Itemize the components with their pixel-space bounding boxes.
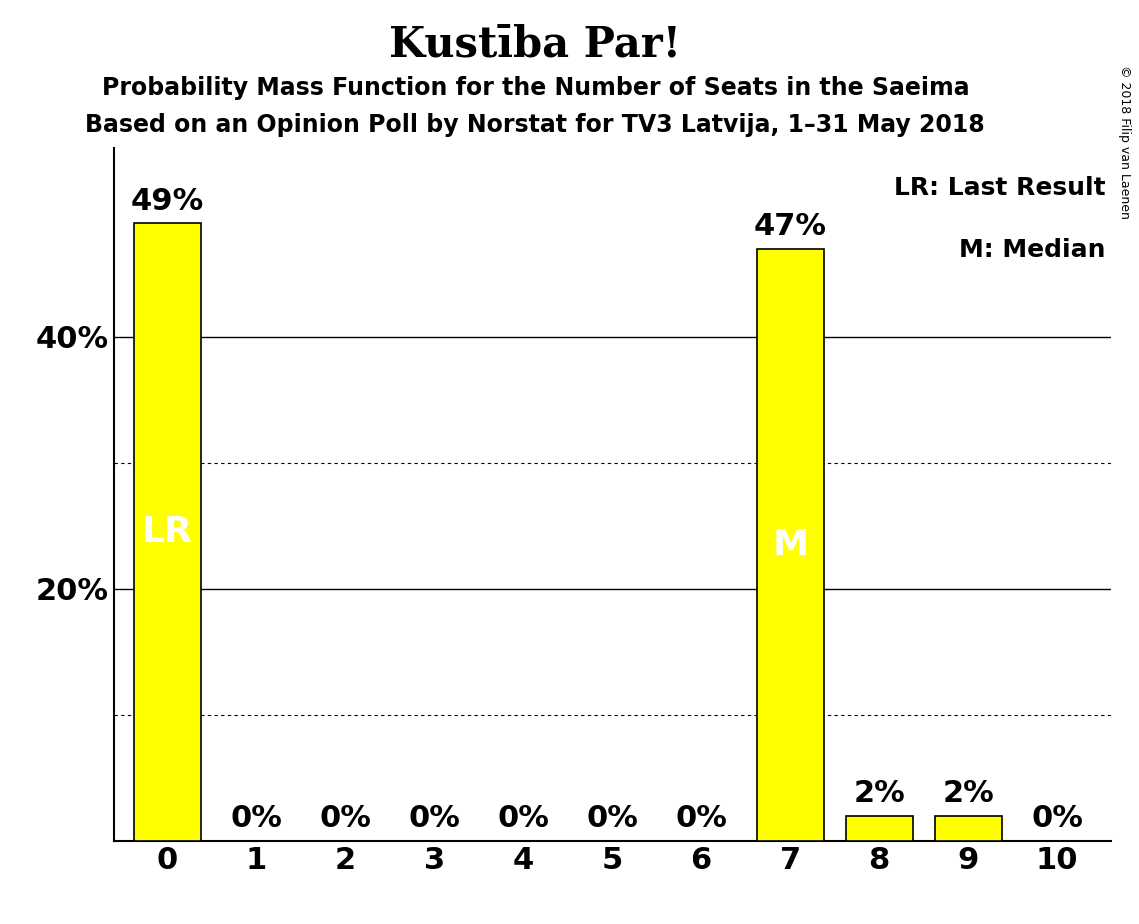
Text: 0%: 0%: [498, 804, 549, 833]
Bar: [935, 816, 1001, 841]
Text: LR: LR: [142, 516, 192, 549]
Text: Kustība Par!: Kustība Par!: [390, 23, 681, 65]
Bar: [846, 816, 912, 841]
Text: 0%: 0%: [675, 804, 727, 833]
Text: 0%: 0%: [408, 804, 460, 833]
Text: 47%: 47%: [754, 213, 827, 241]
Text: 0%: 0%: [587, 804, 638, 833]
Bar: [134, 224, 200, 841]
Text: M: Median: M: Median: [959, 238, 1106, 261]
Text: 0%: 0%: [1031, 804, 1083, 833]
Bar: [756, 249, 823, 841]
Text: Based on an Opinion Poll by Norstat for TV3 Latvija, 1–31 May 2018: Based on an Opinion Poll by Norstat for …: [85, 113, 985, 137]
Text: 2%: 2%: [853, 779, 906, 808]
Text: M: M: [772, 528, 809, 562]
Text: Probability Mass Function for the Number of Seats in the Saeima: Probability Mass Function for the Number…: [101, 76, 969, 100]
Text: 0%: 0%: [319, 804, 371, 833]
Text: 0%: 0%: [230, 804, 282, 833]
Text: 49%: 49%: [131, 187, 204, 216]
Text: LR: Last Result: LR: Last Result: [894, 176, 1106, 200]
Text: 2%: 2%: [942, 779, 994, 808]
Text: © 2018 Filip van Laenen: © 2018 Filip van Laenen: [1118, 65, 1131, 219]
